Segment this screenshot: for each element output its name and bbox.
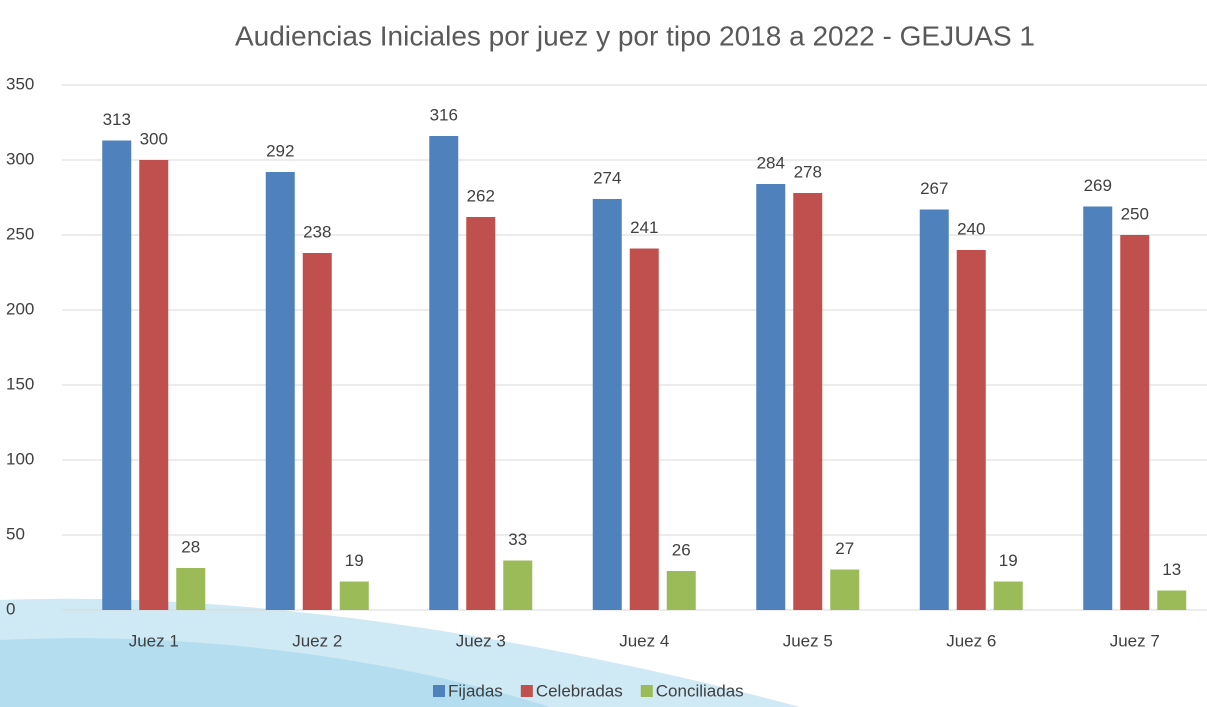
data-label: 262 bbox=[467, 186, 495, 205]
data-label: 284 bbox=[757, 153, 785, 172]
legend-swatch bbox=[433, 685, 445, 697]
legend-swatch bbox=[640, 685, 653, 697]
data-label: 278 bbox=[794, 162, 822, 181]
bar bbox=[503, 560, 533, 610]
legend-swatch bbox=[520, 685, 533, 697]
bar bbox=[102, 140, 132, 610]
background-swoosh bbox=[0, 638, 550, 707]
data-label: 267 bbox=[920, 179, 948, 198]
bar bbox=[429, 136, 459, 610]
bar bbox=[919, 209, 949, 610]
legend-label: Celebradas bbox=[536, 681, 623, 700]
bar bbox=[139, 160, 169, 610]
data-label: 19 bbox=[345, 551, 364, 570]
data-label: 241 bbox=[630, 218, 658, 237]
bar bbox=[956, 250, 986, 610]
legend-label: Conciliadas bbox=[656, 681, 744, 700]
x-tick-label: Juez 7 bbox=[1110, 631, 1160, 650]
x-tick-label: Juez 4 bbox=[619, 631, 669, 650]
data-label: 27 bbox=[835, 539, 854, 558]
data-label: 19 bbox=[999, 551, 1018, 570]
y-tick-label: 300 bbox=[6, 149, 34, 168]
x-tick-label: Juez 1 bbox=[129, 631, 179, 650]
bar bbox=[629, 248, 659, 610]
y-tick-label: 0 bbox=[6, 599, 15, 618]
x-tick-label: Juez 5 bbox=[783, 631, 833, 650]
x-tick-label: Juez 3 bbox=[456, 631, 506, 650]
bar bbox=[1120, 235, 1150, 610]
data-label: 13 bbox=[1162, 560, 1181, 579]
x-tick-label: Juez 2 bbox=[292, 631, 342, 650]
bar bbox=[176, 568, 206, 610]
data-label: 28 bbox=[181, 537, 200, 556]
bar bbox=[339, 581, 369, 610]
bar bbox=[265, 172, 295, 610]
bar bbox=[592, 199, 622, 610]
x-tick-label: Juez 6 bbox=[946, 631, 996, 650]
data-label: 26 bbox=[672, 540, 691, 559]
chart-title: Audiencias Iniciales por juez y por tipo… bbox=[235, 20, 1035, 51]
data-label: 250 bbox=[1121, 204, 1149, 223]
bar bbox=[302, 253, 332, 610]
bar bbox=[1083, 206, 1113, 610]
bar bbox=[993, 581, 1023, 610]
data-label: 274 bbox=[593, 168, 621, 187]
data-label: 240 bbox=[957, 219, 985, 238]
bar bbox=[793, 193, 823, 610]
bar bbox=[830, 569, 860, 610]
y-tick-label: 350 bbox=[6, 74, 34, 93]
y-tick-label: 100 bbox=[6, 449, 34, 468]
y-tick-label: 200 bbox=[6, 299, 34, 318]
legend-label: Fijadas bbox=[448, 681, 503, 700]
y-tick-label: 50 bbox=[6, 524, 25, 543]
bar bbox=[1157, 590, 1187, 610]
y-tick-label: 250 bbox=[6, 224, 34, 243]
data-label: 33 bbox=[508, 530, 527, 549]
data-label: 292 bbox=[266, 141, 294, 160]
data-label: 269 bbox=[1084, 176, 1112, 195]
bar bbox=[666, 571, 696, 610]
data-label: 313 bbox=[103, 110, 131, 129]
data-label: 238 bbox=[303, 222, 331, 241]
data-label: 300 bbox=[140, 129, 168, 148]
bar bbox=[756, 184, 786, 610]
data-label: 316 bbox=[430, 105, 458, 124]
y-tick-label: 150 bbox=[6, 374, 34, 393]
bar bbox=[466, 217, 496, 610]
